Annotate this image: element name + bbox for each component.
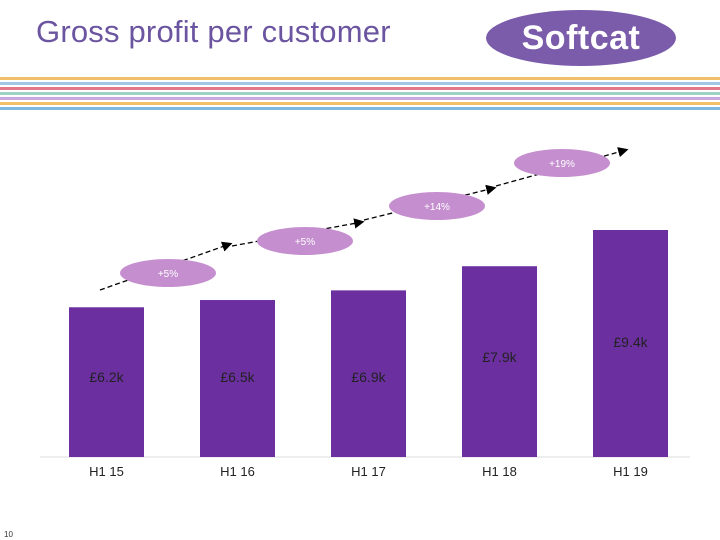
stripe-3 xyxy=(0,92,720,95)
bar-h1-15 xyxy=(69,307,144,457)
growth-label: +14% xyxy=(424,202,450,213)
stripe-0 xyxy=(0,77,720,80)
slide-number: 10 xyxy=(4,530,13,539)
category-label: H1 19 xyxy=(613,464,648,479)
value-label: £9.4k xyxy=(613,334,648,350)
stripe-2 xyxy=(0,87,720,90)
growth-label: +5% xyxy=(158,269,178,280)
bar-h1-17 xyxy=(331,290,406,457)
stripe-1 xyxy=(0,82,720,85)
bar-h1-18 xyxy=(462,266,537,457)
growth-ellipse xyxy=(514,149,610,177)
category-label: H1 17 xyxy=(351,464,386,479)
category-label: H1 15 xyxy=(89,464,124,479)
growth-ellipse xyxy=(257,227,353,255)
stripe-5 xyxy=(0,102,720,105)
stripe-4 xyxy=(0,97,720,100)
bar-h1-19 xyxy=(593,230,668,457)
value-label: £6.9k xyxy=(351,369,386,385)
value-label: £6.5k xyxy=(220,369,255,385)
category-label: H1 18 xyxy=(482,464,517,479)
category-label: H1 16 xyxy=(220,464,255,479)
growth-label: +5% xyxy=(295,237,315,248)
growth-label: +19% xyxy=(549,159,575,170)
growth-ellipse xyxy=(120,259,216,287)
page-title: Gross profit per customer xyxy=(36,14,391,49)
bar-h1-16 xyxy=(200,300,275,457)
decorative-stripes xyxy=(0,77,720,112)
value-label: £6.2k xyxy=(89,369,124,385)
growth-ellipse xyxy=(389,192,485,220)
logo-text: Softcat xyxy=(521,18,641,57)
stripe-6 xyxy=(0,107,720,110)
softcat-logo: Softcat xyxy=(486,10,676,66)
value-label: £7.9k xyxy=(482,349,517,365)
